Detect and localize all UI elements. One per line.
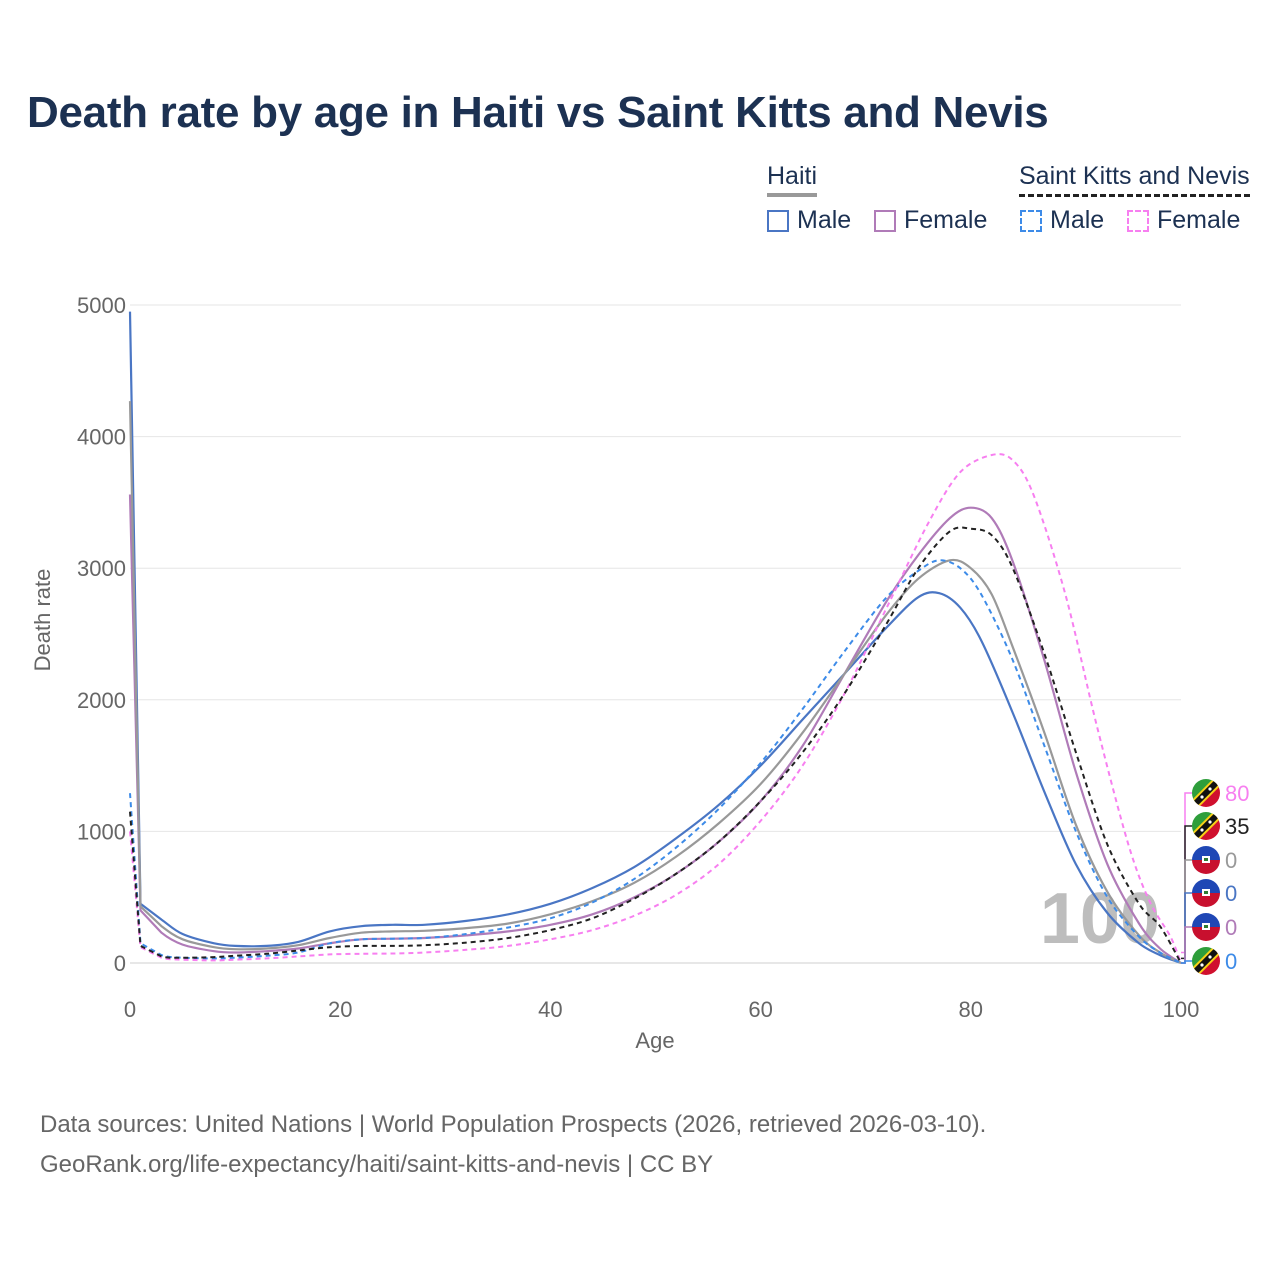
y-tick-label: 2000 [77,688,126,713]
end-labels: 80 35 0 0 0 0 [1181,779,1249,975]
end-label-connector [1181,859,1192,964]
legend-swatch-skn-male [1020,209,1042,232]
legend-swatch-haiti-male [767,209,789,232]
legend-label-haiti-male: Male [797,206,852,234]
series-line-2[interactable] [128,401,1182,964]
end-label-value: 35 [1225,814,1249,839]
y-tick-label: 3000 [77,556,126,581]
legend-label-skn-male: Male [1050,206,1105,234]
haiti-flag-icon [1192,913,1220,941]
legend-swatch-skn-female [1127,209,1149,232]
legend-group-skn-underline [1019,194,1250,197]
y-axis: 0 1000 2000 3000 4000 5000 [77,293,126,976]
x-tick-label: 60 [748,997,772,1022]
series-line-5[interactable] [129,526,1182,964]
end-label-connector [1181,825,1192,960]
watermark: 100 [1040,879,1160,959]
data-sources: Data sources: United Nations | World Pop… [40,1105,986,1185]
x-axis: 0 20 40 60 80 100 [124,997,1199,1022]
legend-haiti-male[interactable]: Male [767,206,851,235]
series-line-3[interactable] [129,559,1182,964]
legend-group-skn[interactable]: Saint Kitts and Nevis [1019,162,1250,197]
end-label-connector [1181,792,1192,954]
haiti-flag-icon [1192,879,1220,907]
legend-group-skn-label: Saint Kitts and Nevis [1019,162,1250,190]
haiti-flag-icon [1192,846,1220,874]
series-line-0[interactable] [128,311,1182,965]
page-title: Death rate by age in Haiti vs Saint Kitt… [27,88,1049,137]
legend-group-haiti[interactable]: Haiti [767,162,818,197]
end-label-connector [1181,926,1192,964]
sources-line-1: Data sources: United Nations | World Pop… [40,1111,987,1138]
y-tick-label: 5000 [77,293,126,318]
series-line-1[interactable] [128,494,1182,964]
legend-label-skn-female: Female [1157,206,1241,234]
y-tick-label: 1000 [77,819,126,844]
x-axis-label: Age [635,1028,674,1053]
x-tick-label: 80 [959,997,983,1022]
end-label-value: 0 [1225,881,1237,906]
x-tick-label: 40 [538,997,562,1022]
y-tick-label: 0 [114,951,126,976]
y-axis-label: Death rate [30,569,55,672]
skn-flag-icon [1192,812,1220,840]
end-label-value: 0 [1225,848,1237,873]
end-label-value: 80 [1225,781,1249,806]
legend-group-haiti-underline [767,193,818,197]
chart-lines [128,311,1182,965]
legend-skn-female[interactable]: Female [1127,206,1240,235]
legend-swatch-haiti-female [874,209,896,232]
skn-flag-icon [1192,779,1220,807]
legend-skn-male[interactable]: Male [1020,206,1104,235]
legend-haiti-female[interactable]: Female [874,206,987,235]
skn-flag-icon [1192,947,1220,975]
x-tick-label: 0 [124,997,136,1022]
chart-grid [130,304,1181,964]
end-label-value: 0 [1225,915,1237,940]
end-label-connector [1181,960,1192,964]
legend-label-haiti-female: Female [904,206,988,234]
y-tick-label: 4000 [77,425,126,450]
end-label-value: 0 [1225,949,1237,974]
x-tick-label: 100 [1163,997,1200,1022]
legend-group-haiti-label: Haiti [767,162,818,190]
sources-line-2[interactable]: GeoRank.org/life-expectancy/haiti/saint-… [40,1151,714,1178]
x-tick-label: 20 [328,997,352,1022]
